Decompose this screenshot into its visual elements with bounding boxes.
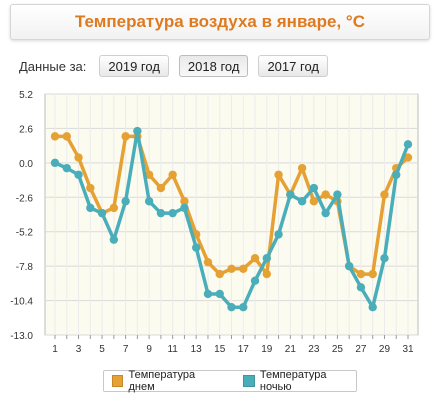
data-point-night <box>62 163 71 173</box>
data-point-night <box>250 276 260 285</box>
y-tick-label: -10.4 <box>10 297 33 308</box>
data-point-day <box>356 269 366 279</box>
data-point-night <box>109 235 119 244</box>
temperature-line-chart: 5.22.60.0-2.6-5.2-7.8-10.4-13.01 3 5 7 9 11 13… <box>10 90 419 355</box>
chart-legend: Температура днем Температура ночью <box>103 369 357 393</box>
legend-label-day: Температура днем <box>128 369 196 393</box>
data-point-day <box>168 170 177 179</box>
data-point-night <box>74 170 83 179</box>
x-tick-label: 11 <box>167 344 178 355</box>
data-point-night <box>392 170 401 179</box>
x-tick-label: 31 <box>402 344 414 355</box>
data-point-night <box>321 208 330 218</box>
data-point-night <box>286 190 295 199</box>
data-point-night <box>121 197 130 206</box>
year-button-2018[interactable]: 2018 год <box>178 55 249 77</box>
data-point-day <box>297 163 307 173</box>
x-tick-label: 17 <box>238 344 250 355</box>
x-tick-label: 19 <box>261 344 273 355</box>
legend-swatch-day <box>112 375 124 387</box>
y-tick-label: 0.0 <box>19 159 33 170</box>
data-point-night <box>356 283 366 292</box>
data-point-night <box>403 140 413 149</box>
x-tick-label: 3 <box>76 344 82 355</box>
data-point-night <box>227 302 236 312</box>
y-tick-label: 2.6 <box>19 124 33 135</box>
data-point-day <box>74 153 83 162</box>
data-point-night <box>86 203 95 213</box>
legend-label-night: Температура ночью <box>259 369 327 393</box>
data-point-night <box>333 190 342 199</box>
data-point-day <box>262 269 271 279</box>
x-tick-label: 5 <box>99 344 105 355</box>
x-tick-label: 21 <box>285 344 297 355</box>
data-point-day <box>403 153 413 162</box>
data-point-night <box>297 197 307 206</box>
data-point-day <box>250 253 260 263</box>
data-point-night <box>203 289 213 299</box>
data-point-day <box>50 132 60 141</box>
data-point-day <box>203 257 213 267</box>
data-point-day <box>156 183 166 193</box>
data-point-day <box>109 203 119 213</box>
data-point-day <box>380 190 389 199</box>
year-filter: Данные за: 2019 год 2018 год 2017 год <box>19 54 338 78</box>
data-point-night <box>309 183 319 193</box>
y-tick-label: -7.8 <box>16 262 34 273</box>
data-point-day <box>239 264 248 273</box>
y-tick-label: -2.6 <box>16 193 34 204</box>
x-tick-label: 15 <box>214 344 226 355</box>
data-point-night <box>262 253 271 263</box>
data-point-day <box>121 132 130 141</box>
data-point-night <box>97 208 107 218</box>
data-point-day <box>368 269 377 279</box>
data-point-night <box>192 243 201 252</box>
data-point-night <box>168 208 177 218</box>
data-point-night <box>239 302 248 312</box>
data-point-night <box>156 208 166 218</box>
data-point-night <box>50 158 60 168</box>
y-tick-label: 5.2 <box>19 90 33 101</box>
data-point-day <box>180 197 189 206</box>
x-tick-label: 23 <box>308 344 320 355</box>
data-point-night <box>180 203 189 213</box>
data-point-day <box>62 132 71 141</box>
data-point-night <box>133 126 142 136</box>
data-point-day <box>321 190 330 199</box>
data-point-night <box>368 302 377 312</box>
data-point-night <box>344 261 354 271</box>
legend-swatch-night <box>243 375 255 387</box>
year-button-2019[interactable]: 2019 год <box>99 55 169 77</box>
data-point-day <box>227 264 236 273</box>
x-tick-label: 27 <box>355 344 367 355</box>
data-point-day <box>144 170 154 179</box>
x-tick-label: 7 <box>123 344 129 355</box>
data-point-night <box>274 230 283 239</box>
chart-title: Температура воздуха в январе, °C <box>10 4 430 40</box>
legend-item-day[interactable]: Температура днем <box>112 369 219 393</box>
x-tick-label: 25 <box>332 344 344 355</box>
year-button-2017[interactable]: 2017 год <box>258 55 328 77</box>
y-tick-label: -5.2 <box>16 228 34 239</box>
data-point-day <box>215 269 224 279</box>
x-tick-label: 9 <box>146 344 152 355</box>
data-point-night <box>380 253 389 263</box>
x-tick-label: 29 <box>379 344 391 355</box>
data-point-night <box>144 197 154 206</box>
x-tick-label: 13 <box>191 344 203 355</box>
legend-item-night[interactable]: Температура ночью <box>243 369 356 393</box>
data-point-day <box>274 170 283 179</box>
y-tick-label: -13.0 <box>10 331 33 342</box>
data-point-night <box>215 289 224 299</box>
data-point-day <box>309 197 319 206</box>
data-point-day <box>86 183 95 193</box>
year-filter-label: Данные за: <box>19 58 87 74</box>
x-tick-label: 1 <box>52 344 58 355</box>
